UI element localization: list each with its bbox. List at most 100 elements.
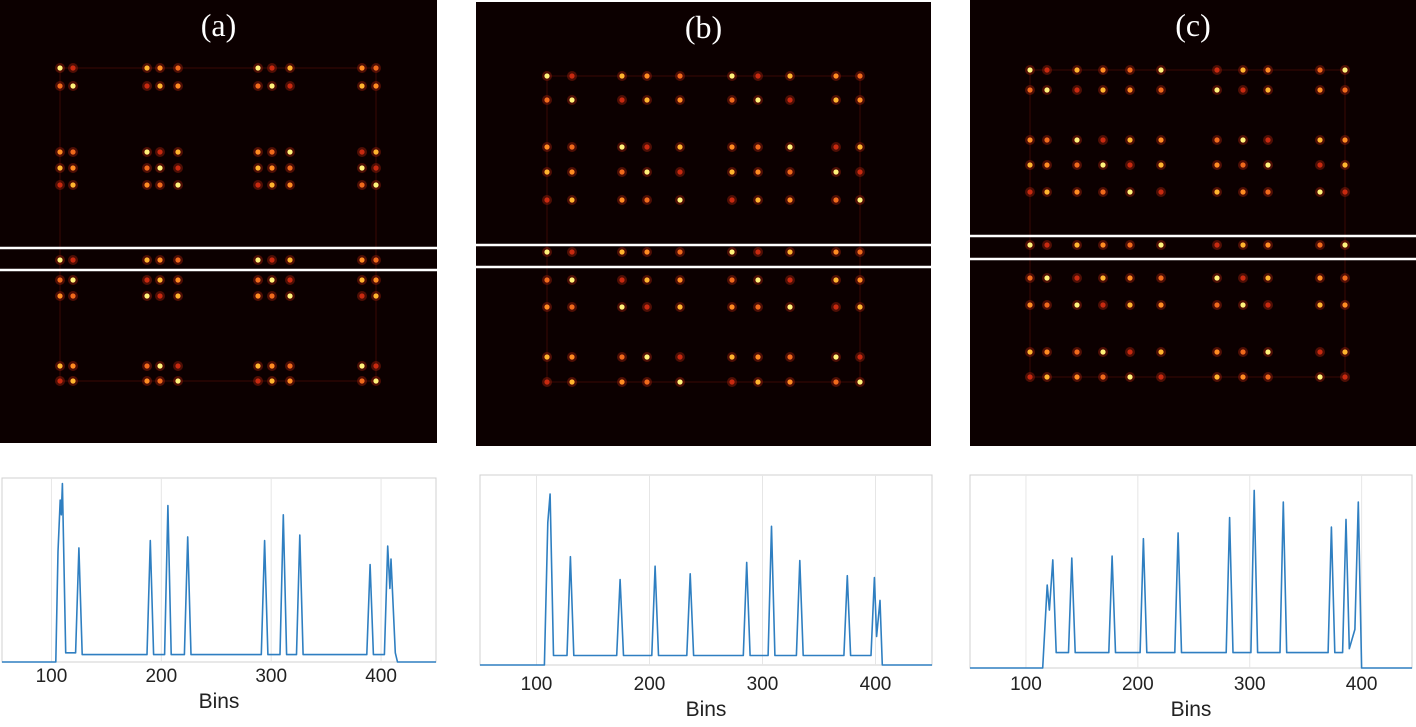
spot: [729, 379, 735, 385]
spot: [157, 363, 163, 369]
spot: [644, 304, 650, 310]
spot: [787, 73, 793, 79]
spot: [1342, 349, 1348, 355]
spot: [619, 304, 625, 310]
spot: [1027, 349, 1033, 355]
spot: [70, 257, 76, 263]
spot: [833, 277, 839, 283]
spot: [269, 378, 275, 384]
spot: [1027, 87, 1033, 93]
image-background: [970, 0, 1416, 446]
spot: [175, 378, 181, 384]
spot: [569, 249, 575, 255]
spot: [1317, 349, 1323, 355]
spot: [1127, 137, 1133, 143]
spot: [619, 249, 625, 255]
spot: [144, 378, 150, 384]
spot: [1100, 189, 1106, 195]
spot: [1074, 349, 1080, 355]
spot: [1240, 349, 1246, 355]
spot: [1044, 137, 1050, 143]
spot: [1317, 67, 1323, 73]
spot: [1027, 162, 1033, 168]
spot: [1317, 162, 1323, 168]
spot: [857, 169, 863, 175]
spot: [1342, 374, 1348, 380]
spot: [57, 165, 63, 171]
spot: [729, 354, 735, 360]
spot: [833, 169, 839, 175]
spot: [1100, 67, 1106, 73]
x-tick-label: 300: [1234, 674, 1266, 695]
spot: [1074, 242, 1080, 248]
spot: [1317, 87, 1323, 93]
spot: [157, 293, 163, 299]
spot: [255, 257, 261, 263]
spot: [1027, 302, 1033, 308]
spot: [1342, 162, 1348, 168]
spot: [1027, 275, 1033, 281]
x-axis-label: Bins: [199, 690, 240, 713]
spot: [787, 277, 793, 283]
spot: [1265, 242, 1271, 248]
spot: [269, 65, 275, 71]
spot: [359, 277, 365, 283]
spot: [57, 277, 63, 283]
spot: [569, 304, 575, 310]
x-tick-label: 100: [1010, 674, 1042, 695]
spot: [619, 354, 625, 360]
spot: [857, 97, 863, 103]
spot: [175, 65, 181, 71]
spot: [1265, 275, 1271, 281]
spot: [857, 197, 863, 203]
spot: [1027, 137, 1033, 143]
spot: [144, 363, 150, 369]
spot: [373, 293, 379, 299]
spot: [833, 249, 839, 255]
spot: [255, 65, 261, 71]
spot: [255, 182, 261, 188]
spot: [70, 165, 76, 171]
spot: [787, 97, 793, 103]
spot: [619, 73, 625, 79]
spot: [57, 378, 63, 384]
spot: [144, 149, 150, 155]
spot: [1100, 349, 1106, 355]
spot: [1240, 242, 1246, 248]
spot: [644, 169, 650, 175]
spot: [544, 197, 550, 203]
spot: [157, 182, 163, 188]
spot: [1127, 302, 1133, 308]
spot: [144, 165, 150, 171]
x-tick-label: 200: [145, 666, 177, 687]
spot: [833, 197, 839, 203]
spot: [1265, 67, 1271, 73]
spot: [644, 277, 650, 283]
spot: [677, 97, 683, 103]
spot: [619, 144, 625, 150]
spot: [255, 293, 261, 299]
x-tick-label: 400: [1346, 674, 1378, 695]
spot: [359, 182, 365, 188]
spot: [175, 293, 181, 299]
spot: [569, 379, 575, 385]
spot: [1127, 374, 1133, 380]
spot: [1317, 275, 1323, 281]
spot: [1027, 374, 1033, 380]
spot: [1074, 137, 1080, 143]
spot: [619, 169, 625, 175]
spot: [644, 197, 650, 203]
spot: [175, 257, 181, 263]
spot: [677, 197, 683, 203]
spot: [1100, 137, 1106, 143]
spot: [1158, 349, 1164, 355]
spot: [644, 249, 650, 255]
spot: [287, 149, 293, 155]
spot: [1214, 189, 1220, 195]
profile-line: [970, 489, 1412, 669]
spot: [755, 197, 761, 203]
spot: [373, 257, 379, 263]
spot: [373, 149, 379, 155]
profile-line: [2, 482, 436, 663]
spot: [1240, 87, 1246, 93]
